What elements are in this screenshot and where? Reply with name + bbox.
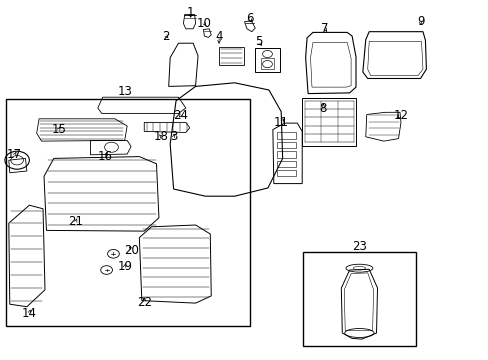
Bar: [277, 132, 295, 139]
Text: 20: 20: [124, 244, 139, 257]
Bar: [277, 161, 295, 167]
Text: 18: 18: [154, 130, 168, 143]
Text: 1: 1: [186, 6, 194, 19]
Bar: [277, 151, 295, 158]
Text: 19: 19: [117, 260, 132, 273]
Text: 12: 12: [393, 109, 407, 122]
Text: 11: 11: [273, 116, 288, 129]
Text: 14: 14: [22, 307, 37, 320]
Text: 24: 24: [173, 109, 188, 122]
Text: 8: 8: [318, 102, 326, 114]
Text: 17: 17: [7, 148, 22, 161]
Text: 15: 15: [51, 123, 66, 136]
Bar: [261, 58, 273, 69]
Text: 23: 23: [351, 240, 366, 253]
Text: 2: 2: [162, 30, 170, 42]
Text: 22: 22: [137, 296, 151, 309]
Text: 5: 5: [255, 35, 263, 48]
Text: 16: 16: [98, 150, 112, 163]
Text: 4: 4: [215, 30, 223, 42]
Bar: [277, 170, 295, 176]
Text: 3: 3: [169, 130, 177, 143]
Bar: [6, 99, 250, 326]
Text: 21: 21: [68, 215, 83, 228]
Text: 7: 7: [321, 22, 328, 35]
Text: 9: 9: [416, 15, 424, 28]
Text: 6: 6: [245, 12, 253, 24]
Bar: [277, 142, 295, 148]
Text: 13: 13: [117, 85, 132, 98]
Bar: [303, 252, 415, 346]
Text: 10: 10: [197, 17, 211, 30]
